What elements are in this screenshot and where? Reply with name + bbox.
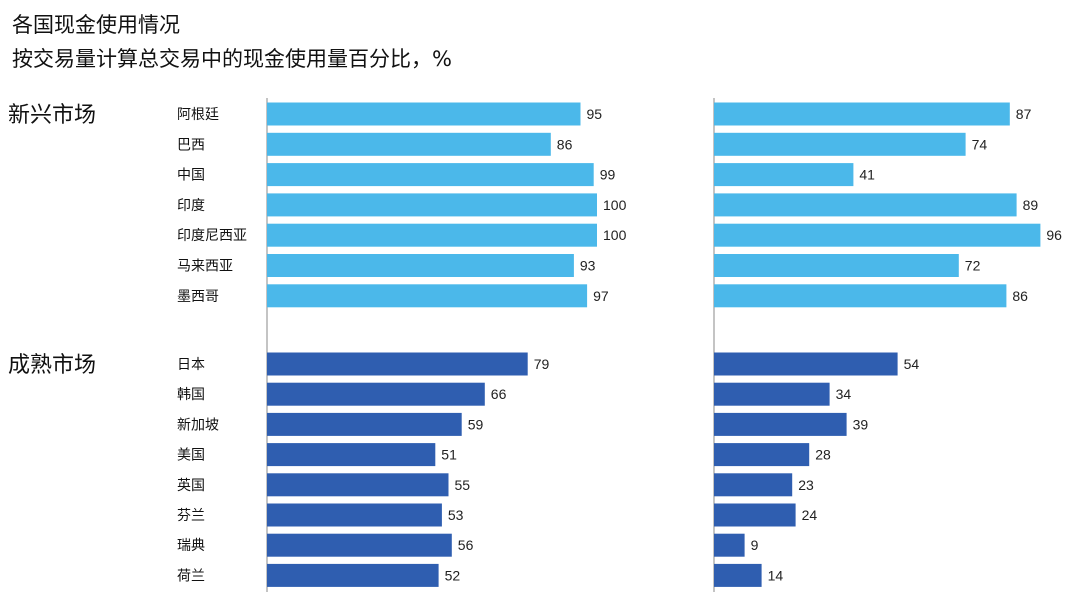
data-label: 55 [455, 477, 471, 493]
bar [714, 223, 1041, 247]
data-label: 51 [441, 447, 457, 463]
chart-subtitle: 按交易量计算总交易中的现金使用量百分比，% [12, 47, 452, 71]
data-label: 99 [600, 167, 616, 183]
bar [267, 443, 436, 467]
data-label: 14 [768, 567, 784, 583]
data-label: 86 [1012, 288, 1028, 304]
bar [267, 533, 452, 557]
data-label: 87 [1016, 106, 1032, 122]
data-label: 97 [593, 288, 609, 304]
group-label-emerging: 新兴市场 [8, 103, 97, 128]
data-label: 93 [580, 258, 596, 274]
category-label: 英国 [177, 477, 205, 494]
data-label: 34 [836, 386, 852, 402]
data-label: 28 [815, 447, 831, 463]
bar [714, 352, 898, 376]
bar [267, 473, 449, 497]
category-label: 印度 [177, 198, 205, 214]
category-label: 韩国 [177, 387, 205, 403]
bar [267, 102, 581, 126]
bar [267, 254, 574, 277]
category-label: 墨西哥 [177, 289, 219, 305]
bar [267, 563, 439, 587]
category-label: 马来西亚 [177, 259, 233, 275]
bar [267, 382, 485, 406]
data-label: 72 [965, 258, 981, 274]
data-label: 95 [587, 106, 603, 122]
category-label: 日本 [177, 357, 205, 373]
bar [714, 503, 796, 527]
data-label: 96 [1046, 227, 1062, 243]
bar [714, 382, 830, 406]
data-label: 59 [468, 416, 484, 432]
bar [714, 193, 1017, 217]
category-label: 瑞典 [177, 538, 205, 554]
bar [714, 412, 847, 436]
data-label: 52 [445, 567, 461, 583]
category-label: 中国 [177, 168, 205, 184]
bar [714, 254, 959, 277]
bar [714, 473, 793, 497]
bar [267, 132, 551, 156]
category-label: 芬兰 [177, 508, 205, 524]
data-label: 24 [802, 507, 818, 523]
data-label: 54 [904, 356, 920, 372]
data-label: 89 [1023, 197, 1039, 213]
bar [714, 102, 1010, 126]
bar [267, 193, 597, 217]
bar [267, 352, 528, 376]
bar [714, 163, 854, 187]
data-label: 39 [853, 416, 869, 432]
data-label: 56 [458, 537, 474, 553]
data-label: 79 [534, 356, 550, 372]
data-label: 86 [557, 136, 573, 152]
bar [714, 533, 745, 557]
bar [714, 443, 810, 467]
group-label-mature: 成熟市场 [8, 353, 97, 378]
data-label: 53 [448, 507, 464, 523]
data-label: 41 [859, 167, 875, 183]
category-label: 新加坡 [177, 417, 219, 433]
bar [267, 284, 588, 308]
category-label: 印度尼西亚 [177, 228, 247, 244]
category-label: 荷兰 [177, 568, 205, 584]
bar [714, 284, 1007, 308]
bar [267, 412, 462, 436]
chart-title: 各国现金使用情况 [12, 13, 180, 37]
data-label: 100 [603, 197, 627, 213]
bar [714, 132, 966, 156]
bar [267, 223, 597, 247]
category-label: 巴西 [177, 137, 205, 153]
data-label: 100 [603, 227, 627, 243]
bar [267, 503, 442, 527]
data-label: 9 [751, 537, 759, 553]
category-label: 阿根廷 [177, 107, 219, 123]
bar [267, 163, 594, 187]
bar [714, 563, 762, 587]
data-label: 66 [491, 386, 507, 402]
data-label: 23 [798, 477, 814, 493]
data-label: 74 [972, 136, 988, 152]
category-label: 美国 [177, 448, 205, 464]
